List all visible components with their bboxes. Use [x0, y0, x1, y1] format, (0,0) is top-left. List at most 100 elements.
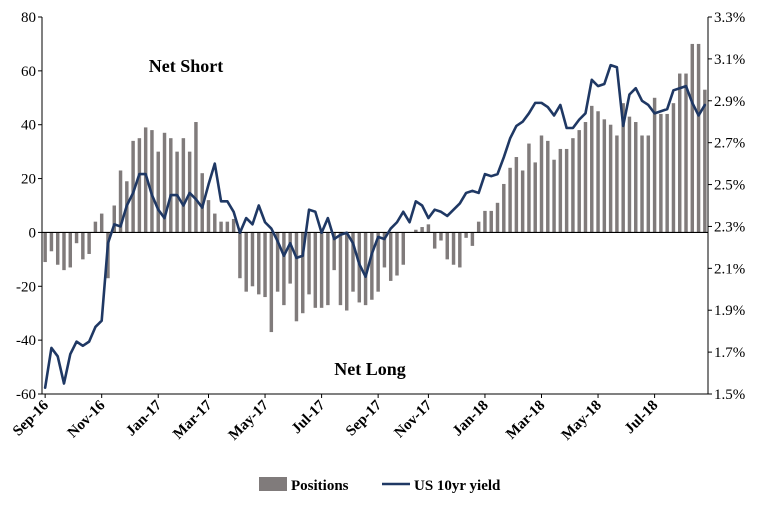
positions-bar: [552, 159, 556, 233]
positions-bar: [250, 232, 255, 287]
positions-bar: [634, 122, 638, 233]
positions-bar: [62, 232, 66, 271]
positions-bar: [231, 218, 236, 233]
net-short-annotation: Net Short: [149, 56, 224, 76]
positions-bar: [181, 138, 186, 233]
positions-bar: [112, 205, 116, 233]
positions-bar: [382, 232, 387, 268]
positions-bar: [225, 221, 230, 233]
x-axis-tick-label: Nov-16: [65, 397, 109, 441]
positions-bar: [602, 119, 607, 233]
positions-bar: [514, 157, 519, 233]
positions-bar: [502, 183, 506, 233]
positions-bar: [696, 43, 701, 233]
legend-positions-swatch: [259, 477, 287, 491]
positions-bar: [583, 122, 588, 233]
positions-bar: [470, 232, 475, 246]
left-axis-tick-label: 20: [21, 172, 36, 188]
left-axis-tick-label: 0: [29, 225, 37, 241]
positions-bar: [156, 151, 160, 233]
positions-bar: [43, 232, 47, 263]
positions-bar: [539, 135, 544, 233]
positions-bar: [363, 232, 368, 306]
positions-bar: [483, 210, 487, 233]
right-axis-tick-label: 2.7%: [714, 136, 745, 152]
positions-bar: [351, 232, 355, 292]
x-axis-tick-label: Jan-18: [450, 398, 492, 440]
positions-bar: [213, 213, 217, 233]
right-axis-tick-label: 2.1%: [714, 261, 745, 277]
positions-bar: [313, 232, 318, 308]
legend-yield-label: US 10yr yield: [414, 478, 501, 494]
positions-bar: [590, 105, 594, 233]
positions-bar: [690, 43, 695, 233]
positions-bar: [376, 232, 380, 292]
positions-bar: [615, 135, 619, 233]
right-axis-tick-label: 1.9%: [714, 303, 745, 319]
right-axis-tick-label: 2.3%: [714, 219, 745, 235]
positions-bar: [451, 232, 456, 265]
positions-bar: [288, 232, 292, 284]
left-axis-tick-label: -20: [16, 279, 36, 295]
positions-bar: [684, 73, 688, 233]
positions-bar: [571, 138, 575, 233]
positions-bar: [432, 232, 437, 249]
positions-bar: [169, 138, 173, 233]
positions-bar: [401, 232, 406, 265]
x-axis-tick-label: Mar-18: [503, 398, 548, 443]
right-axis-tick-label: 3.1%: [714, 52, 745, 68]
positions-bar: [345, 232, 349, 311]
positions-bar: [357, 232, 362, 303]
x-axis-tick-label: Jul-17: [289, 397, 329, 437]
positions-bar: [527, 143, 531, 233]
positions-bar: [508, 167, 512, 233]
positions-bar: [546, 140, 550, 233]
positions-bar: [162, 132, 167, 233]
positions-bar: [533, 162, 537, 233]
right-axis-tick-label: 2.5%: [714, 178, 745, 194]
x-axis-tick-label: May-18: [559, 398, 605, 444]
positions-bar: [671, 103, 676, 233]
positions-bar: [678, 73, 682, 233]
left-axis-tick-label: -40: [16, 333, 36, 349]
x-axis-tick-label: Jul-18: [622, 398, 662, 438]
positions-bar: [564, 148, 569, 233]
left-axis-tick-label: 40: [21, 118, 36, 134]
positions-bar: [445, 232, 449, 260]
positions-bar: [294, 232, 299, 322]
x-axis-tick-label: Mar-17: [170, 397, 215, 442]
positions-bar: [137, 138, 142, 233]
positions-bar: [282, 232, 286, 306]
positions-bar: [206, 200, 211, 233]
x-axis-tick-label: Jan-17: [123, 397, 165, 439]
positions-bar: [652, 97, 657, 233]
positions-bar: [665, 113, 669, 233]
positions-bar: [703, 89, 707, 233]
positions-bar: [87, 232, 91, 254]
positions-bar: [370, 232, 374, 300]
positions-bar: [244, 232, 248, 292]
positions-bar: [275, 232, 280, 292]
positions-bar: [326, 232, 330, 306]
positions-bar: [238, 232, 242, 279]
x-axis-tick-label: Nov-17: [392, 397, 436, 441]
positions-bar: [414, 229, 418, 233]
positions-bar: [476, 221, 481, 233]
positions-bar: [301, 232, 305, 314]
x-axis-tick-label: May-17: [226, 397, 272, 443]
x-axis-tick-label: Sep-16: [10, 397, 52, 439]
left-axis-tick-label: 80: [21, 10, 36, 26]
us-10yr-yield-line: [43, 63, 707, 390]
positions-bar: [627, 116, 632, 233]
positions-bar: [395, 232, 399, 276]
positions-bar: [131, 140, 135, 233]
legend-positions-label: Positions: [291, 478, 349, 494]
positions-bar: [269, 232, 274, 333]
positions-bar: [458, 232, 462, 268]
positions-bar: [608, 124, 613, 233]
positions-bar: [55, 232, 60, 265]
positions-bar: [577, 130, 581, 233]
positions-bar: [426, 224, 431, 233]
